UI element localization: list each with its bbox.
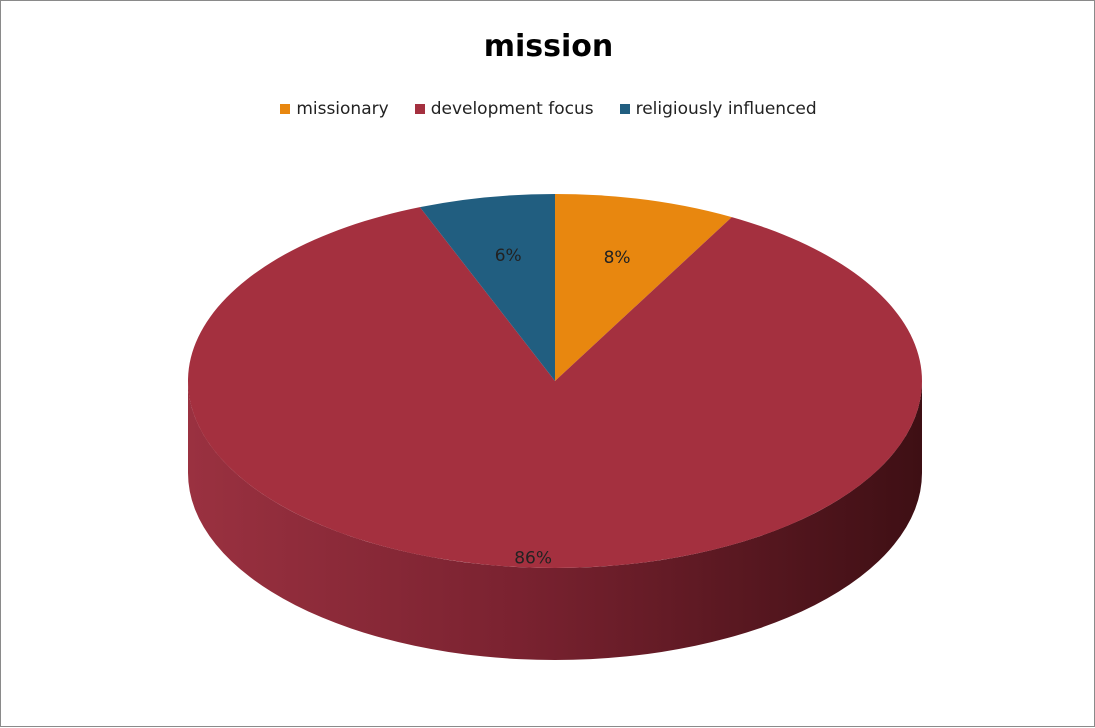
legend: missionary development focus religiously… [1, 99, 1095, 119]
legend-swatch-missionary [280, 104, 291, 114]
data-label-missionary: 8% [604, 248, 631, 268]
data-label-development-focus: 86% [514, 548, 552, 568]
pie-top-group [188, 194, 923, 569]
data-label-religiously-influenced: 6% [495, 246, 522, 266]
legend-label-missionary: missionary [296, 99, 389, 119]
pie-slice-development-focus [188, 207, 923, 569]
legend-item-religiously-influenced: religiously influenced [619, 99, 817, 119]
legend-swatch-religiously-influenced [619, 104, 630, 114]
legend-item-missionary: missionary [280, 99, 389, 119]
pie-slice-missionary [555, 194, 732, 381]
chart-title: mission [483, 29, 614, 64]
legend-swatch-development-focus [414, 104, 425, 114]
legend-label-development-focus: development focus [430, 99, 594, 119]
pie-side-wall [188, 381, 922, 660]
legend-item-development-focus: development focus [414, 99, 594, 119]
legend-label-religiously-influenced: religiously influenced [635, 99, 817, 119]
pie-side-group [188, 381, 922, 660]
pie-labels-group: 8% 86% 6% [495, 246, 631, 568]
pie-slice-religiously-influenced [419, 194, 555, 381]
